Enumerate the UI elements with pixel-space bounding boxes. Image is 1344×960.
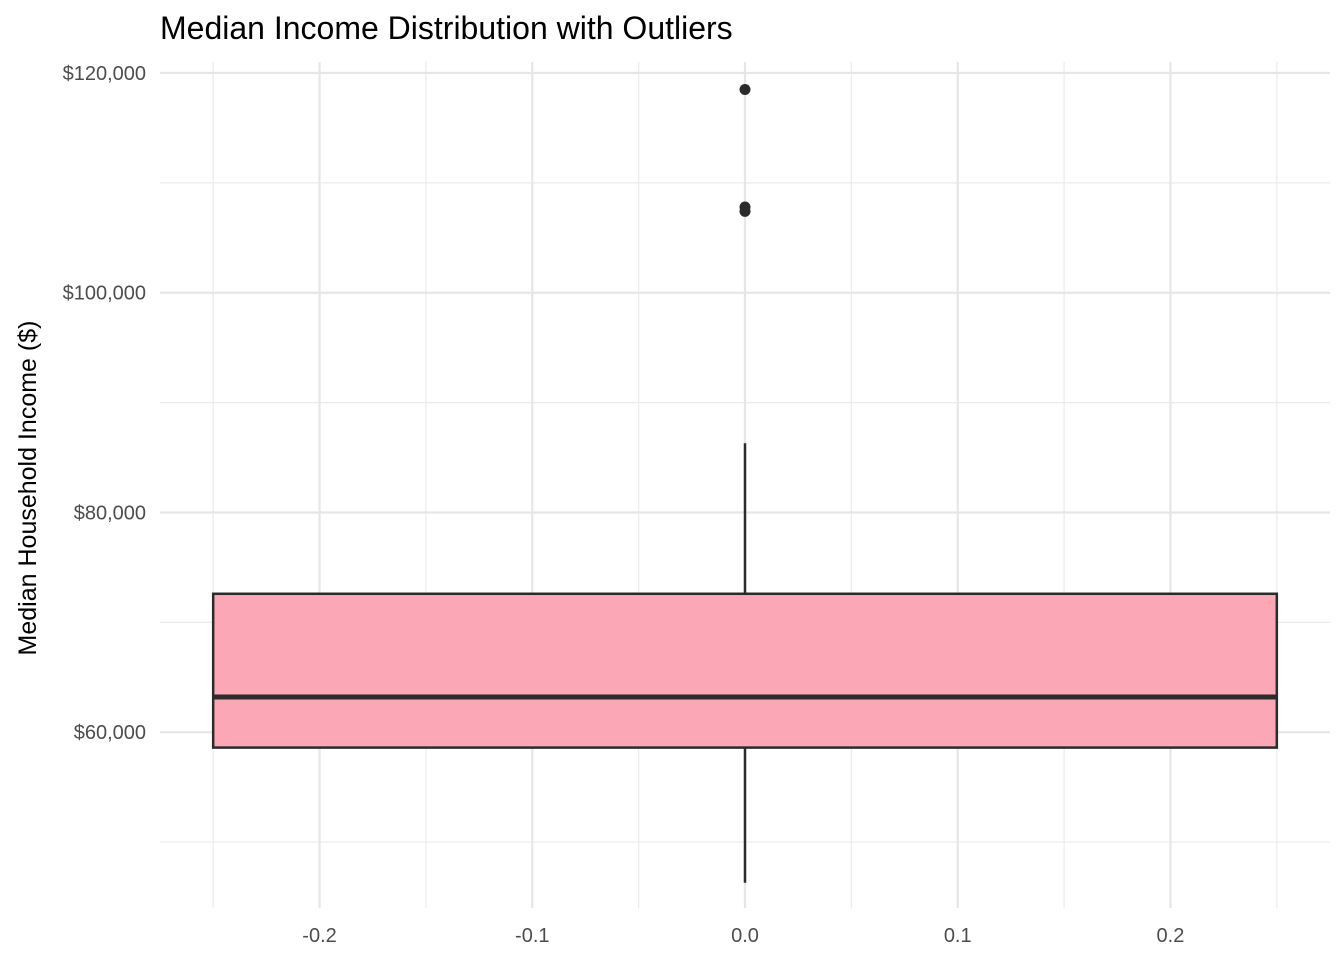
x-tick-label: -0.1 [515,925,549,947]
y-axis-label: Median Household Income ($) [14,321,42,656]
outlier-point [739,201,751,213]
outlier-point [739,83,751,95]
x-tick-label: -0.2 [302,925,336,947]
y-tick-label: $120,000 [63,63,146,85]
x-tick-label: 0.1 [944,925,972,947]
y-tick-label: $80,000 [74,502,146,524]
x-tick-label: 0.0 [731,925,759,947]
box-iqr [211,592,1279,749]
y-axis: $60,000 $80,000 $100,000 $120,000 [63,63,146,744]
x-axis: -0.2 -0.1 0.0 0.1 0.2 [302,925,1184,947]
chart-title: Median Income Distribution with Outliers [160,10,733,46]
y-tick-label: $60,000 [74,722,146,744]
x-tick-label: 0.2 [1157,925,1185,947]
box-plot [211,83,1279,883]
y-tick-label: $100,000 [63,283,146,305]
